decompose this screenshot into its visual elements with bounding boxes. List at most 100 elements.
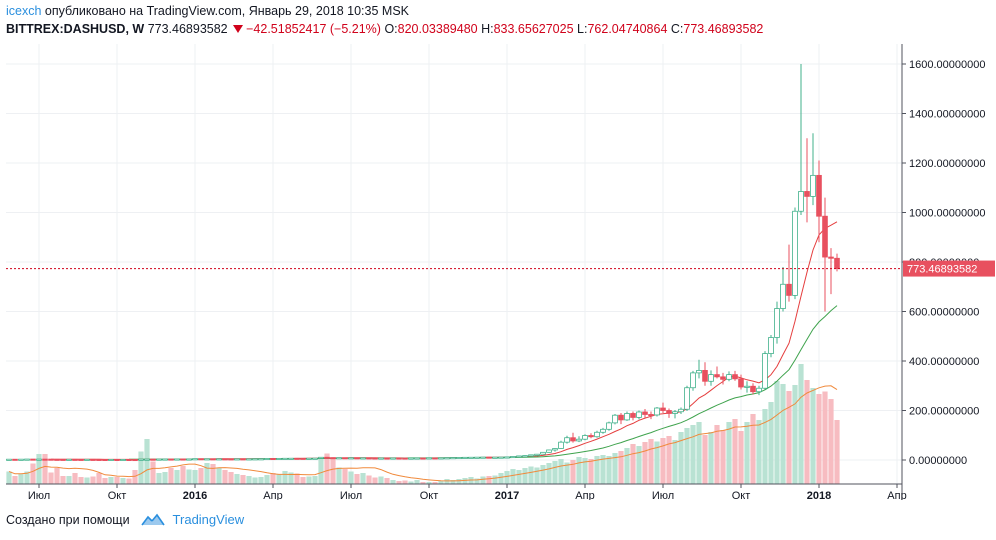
close-value: 773.46893582 xyxy=(683,22,764,36)
candle-body xyxy=(570,437,576,442)
volume-bar xyxy=(108,477,114,484)
time-tick-label: 2017 xyxy=(495,490,519,500)
volume-bar xyxy=(702,435,708,484)
candle-body xyxy=(522,455,528,458)
candle-body xyxy=(468,456,474,459)
candle-body xyxy=(702,370,708,382)
price-tick-label: 1600.00000000 xyxy=(909,59,985,71)
candle-body xyxy=(360,457,366,460)
volume-bar xyxy=(528,466,534,484)
candle-body xyxy=(348,457,354,460)
candle-body xyxy=(252,458,258,461)
volume-bar xyxy=(324,453,330,484)
candle-body xyxy=(708,374,714,382)
volume-ma-line xyxy=(8,385,838,482)
candle-body xyxy=(816,174,822,217)
candle-body xyxy=(126,459,132,462)
candle-body xyxy=(738,378,744,388)
volume-bar xyxy=(162,472,168,484)
tradingview-link[interactable]: TradingView xyxy=(172,512,245,527)
volume-bar xyxy=(690,425,696,484)
volume-bar xyxy=(24,471,30,484)
volume-bar xyxy=(666,436,672,484)
volume-bar xyxy=(216,467,222,484)
volume-bar xyxy=(348,471,354,484)
candle-body xyxy=(384,457,390,460)
candle-body xyxy=(480,456,486,459)
volume-bar xyxy=(480,476,486,484)
price-chart[interactable]: 0.00000000 200.00000000 400.00000000 600.00… xyxy=(0,0,996,500)
volume-bar xyxy=(768,402,774,484)
candle-body xyxy=(12,458,18,461)
candle-body xyxy=(624,413,630,421)
volume-bar xyxy=(732,419,738,484)
open-label: O: xyxy=(384,22,398,36)
price-tick-label: 1400.00000000 xyxy=(909,109,985,121)
candle-body xyxy=(594,431,600,438)
volume-bar xyxy=(600,455,606,484)
volume-bar xyxy=(630,444,636,484)
volume-bar xyxy=(78,477,84,484)
volume-bar xyxy=(828,399,834,484)
volume-bar xyxy=(72,473,78,484)
volume-bar xyxy=(780,384,786,484)
candle-body xyxy=(24,458,30,461)
candle-body xyxy=(60,458,66,461)
volume-bar xyxy=(198,468,204,484)
volume-bar xyxy=(246,476,252,484)
candle-body xyxy=(204,458,210,461)
candle-body xyxy=(294,457,300,460)
time-tick-label: Окт xyxy=(108,490,127,500)
volume-bar xyxy=(474,478,480,484)
candle-body xyxy=(762,353,768,389)
candle-body xyxy=(192,458,198,461)
volume-bar xyxy=(330,458,336,484)
candle-body xyxy=(792,210,798,296)
volume-bar xyxy=(762,409,768,484)
author-link[interactable]: icexch xyxy=(6,4,42,18)
volume-bar xyxy=(504,471,510,484)
candle-body xyxy=(210,458,216,461)
volume-bar xyxy=(192,470,198,484)
candle-body xyxy=(744,385,750,388)
volume-bar xyxy=(660,438,666,484)
candle-body xyxy=(696,370,702,374)
candle-body xyxy=(48,458,54,461)
candle-body xyxy=(366,457,372,460)
candle-body xyxy=(822,215,828,258)
candle-body xyxy=(240,458,246,461)
volume-bar xyxy=(636,446,642,484)
tradingview-logo-icon xyxy=(141,513,165,526)
volume-bar xyxy=(294,473,300,484)
candle-body xyxy=(354,457,360,460)
volume-bar xyxy=(804,380,810,484)
candle-body xyxy=(342,457,348,460)
high-value: 833.65627025 xyxy=(493,22,574,36)
chart-header: icexch опубликовано на TradingView.com, … xyxy=(0,0,996,44)
candle-body xyxy=(558,441,564,449)
volume-bar xyxy=(546,463,552,484)
volume-bar xyxy=(168,468,174,484)
candle-body xyxy=(324,456,330,459)
volume-bar xyxy=(720,430,726,484)
candle-body xyxy=(330,457,336,460)
candle-body xyxy=(42,458,48,461)
volume-bar xyxy=(648,439,654,484)
volume-bar xyxy=(90,476,96,484)
candle-body xyxy=(630,413,636,418)
candle-body xyxy=(684,387,690,410)
volume-bar xyxy=(30,463,36,484)
volume-bar xyxy=(402,480,408,484)
candle-body xyxy=(408,457,414,460)
candle-body xyxy=(114,458,120,461)
candle-body xyxy=(36,458,42,461)
last-price-badge xyxy=(903,260,995,277)
candle-body xyxy=(276,457,282,460)
candle-body xyxy=(474,456,480,459)
candle-body xyxy=(732,374,738,380)
volume-bar xyxy=(102,478,108,484)
volume-bar xyxy=(786,391,792,484)
volume-bar xyxy=(342,469,348,484)
candle-body xyxy=(666,410,672,414)
grid xyxy=(6,44,902,484)
